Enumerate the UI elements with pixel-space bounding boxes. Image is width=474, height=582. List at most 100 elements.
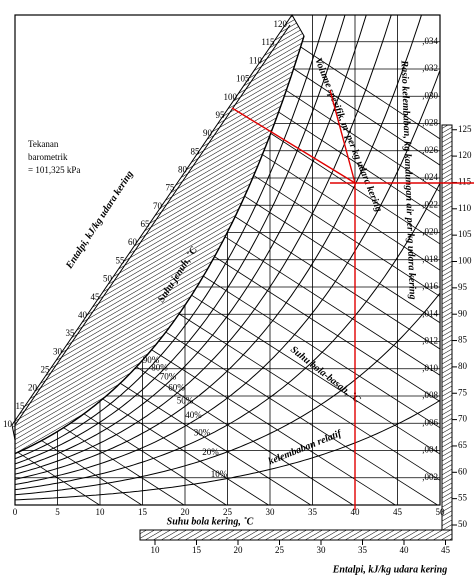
- y-tick-label: ,028: [422, 118, 438, 128]
- enthalpy-bottom-title: Entalpi, kJ/kg udara kering: [332, 564, 447, 575]
- x-tick-label: 40: [351, 507, 361, 517]
- enthalpy-line: [83, 413, 227, 505]
- red-line: [231, 107, 356, 184]
- enthalpy-tick-label: 40: [78, 310, 88, 320]
- right-tick-label: 75: [458, 387, 468, 397]
- x-tick-label: 10: [96, 507, 106, 517]
- enthalpy-tick-label: 105: [236, 74, 250, 84]
- red-line: [329, 89, 356, 184]
- enthalpy-line: [286, 90, 440, 192]
- x-tick-label: 50: [436, 507, 446, 517]
- y-tick-label: ,032: [422, 63, 438, 73]
- enthalpy-line: [214, 256, 440, 402]
- enthalpy-scale: [14, 24, 291, 426]
- enthalpy-line: [234, 216, 440, 350]
- y-tick-label: ,006: [422, 417, 438, 427]
- enthalpy-line: [262, 154, 440, 271]
- plot-frame: [14, 14, 441, 506]
- enthalpy-line: [151, 349, 396, 505]
- right-tick-label: 90: [458, 308, 468, 318]
- right-tick-label: 65: [458, 440, 468, 450]
- bottom-tick-label: 35: [358, 545, 368, 555]
- y-tick-label: ,012: [422, 336, 438, 346]
- x-tick-label: 0: [13, 507, 18, 517]
- enthalpy-tick-label: 10: [3, 419, 13, 429]
- right-tick-label: 125: [458, 124, 472, 134]
- x-tick-label: 25: [223, 507, 233, 517]
- rh-curve: [15, 15, 328, 460]
- enthalpy-line: [41, 440, 142, 505]
- y-tick-label: ,010: [422, 363, 438, 373]
- right-tick-label: 70: [458, 414, 468, 424]
- enthalpy-tick-label: 20: [28, 383, 38, 393]
- enthalpy-tick-label: 45: [91, 292, 101, 302]
- rh-curve: [15, 399, 440, 501]
- enthalpy-line: [178, 313, 440, 481]
- enthalpy-tick-label: 50: [103, 274, 113, 284]
- y-tick-label: ,034: [422, 36, 438, 46]
- saturation-band: [11, 14, 305, 455]
- y-tick-label: ,022: [422, 199, 438, 209]
- enthalpy-tick-label: 100: [224, 92, 238, 102]
- enthalpy-tick-label: 60: [128, 237, 138, 247]
- enthalpy-line: [244, 195, 440, 324]
- rh-curve: [15, 15, 422, 480]
- right-scale: [441, 124, 453, 531]
- rh-label: 90%: [143, 355, 160, 365]
- enthalpy-line: [300, 46, 440, 140]
- y-tick-label: ,018: [422, 254, 438, 264]
- bottom-tick-label: 25: [275, 545, 285, 555]
- right-tick-label: 80: [458, 361, 468, 371]
- right-tick-label: 85: [458, 335, 468, 345]
- right-tick-label: 120: [458, 150, 472, 160]
- enthalpy-tick-label: 55: [116, 255, 126, 265]
- y-tick-label: ,014: [422, 308, 438, 318]
- right-tick-label: 110: [458, 203, 472, 213]
- rh-label: 10%: [211, 469, 228, 479]
- bottom-tick-label: 20: [234, 545, 244, 555]
- enthalpy-tick-label: 80: [178, 165, 188, 175]
- annotation-lines: [231, 89, 474, 510]
- enthalpy-line: [136, 366, 354, 505]
- y-tick-label: ,024: [422, 172, 438, 182]
- rh-label: 60%: [168, 383, 185, 393]
- enthalpy-tick-label: 70: [153, 201, 163, 211]
- right-tick-label: 95: [458, 282, 468, 292]
- right-tick-label: 55: [458, 493, 468, 503]
- y-tick-label: ,002: [422, 472, 438, 482]
- enthalpy-line: [203, 275, 440, 429]
- rh-label: 70%: [160, 372, 177, 382]
- enthalpy-tick-label: 75: [166, 183, 176, 193]
- x-tick-label: 15: [138, 507, 148, 517]
- bottom-tick-label: 45: [441, 545, 451, 555]
- pressure-note: = 101,325 kPa: [28, 165, 80, 175]
- bottom-tick-label: 10: [151, 545, 161, 555]
- y-tick-label: ,026: [422, 145, 438, 155]
- rh-curve: [15, 182, 440, 491]
- rh-curve: [15, 15, 367, 470]
- bottom-tick-label: 40: [400, 545, 410, 555]
- right-tick-label: 115: [458, 177, 472, 187]
- enthalpy-tick-label: 95: [216, 110, 226, 120]
- enthalpy-line: [119, 382, 311, 505]
- bottom-tick-label: 15: [192, 545, 202, 555]
- x-tick-label: 5: [55, 507, 60, 517]
- x-tick-label: 35: [308, 507, 318, 517]
- rh-title: kelembaban relatif: [267, 428, 345, 468]
- rh-label: 40%: [185, 410, 202, 420]
- enthalpy-line: [102, 398, 269, 505]
- enthalpy-tick-label: 25: [41, 365, 51, 375]
- y-axis-title: Rasio kelembaban, kg kandungan air per k…: [398, 59, 417, 299]
- enthalpy-tick-label: 85: [191, 146, 201, 156]
- enthalpy-line: [253, 175, 440, 297]
- enthalpy-tick-label: 115: [261, 37, 275, 47]
- wet-bulb-label: Suhu bola-basah, ˚C: [288, 344, 362, 405]
- enthalpy-line: [293, 68, 440, 166]
- pressure-note: Tekanan: [28, 139, 59, 149]
- enthalpy-line: [224, 236, 440, 376]
- enthalpy-tick-label: 120: [274, 19, 288, 29]
- enthalpy-title: Entalpi, kJ/kg udara kering: [64, 169, 136, 272]
- bottom-tick-label: 30: [317, 545, 327, 555]
- x-axis-title: Suhu bola kering, ˚C: [167, 516, 254, 527]
